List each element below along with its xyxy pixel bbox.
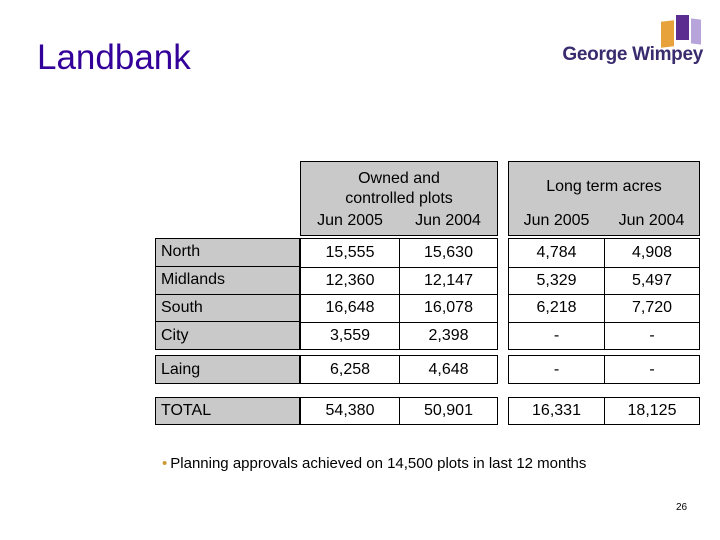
logo-wordmark: George Wimpey <box>562 44 703 65</box>
total-owned-values: 54,380 50,901 <box>300 397 498 425</box>
cell-midlands-owned-2005: 12,360 <box>301 266 399 295</box>
page-title: Landbank <box>37 38 191 77</box>
header-owned-jun2005: Jun 2005 <box>317 212 383 229</box>
cell-north-longterm-2005: 4,784 <box>536 243 577 261</box>
header-owned-controlled: Owned and controlled plots Jun 2005 Jun … <box>300 161 498 236</box>
region-label-column: North Midlands South City <box>155 238 300 350</box>
header-long-term-acres: Long term acres Jun 2005 Jun 2004 <box>508 161 700 236</box>
row-label-north: North <box>161 243 201 261</box>
cell-south-owned-2005: 16,648 <box>301 294 399 322</box>
laing-longterm-values: - - <box>508 355 700 384</box>
row-label-midlands: Midlands <box>156 265 299 294</box>
header-longterm-jun2004: Jun 2004 <box>618 212 685 229</box>
cell-midlands-longterm-2004: 5,497 <box>604 266 699 294</box>
logo-bar-purple <box>676 15 689 40</box>
cell-north-owned-2005: 15,555 <box>325 243 375 261</box>
cell-city-longterm-2005: - <box>509 321 604 350</box>
cell-city-owned-2005: 3,559 <box>301 321 399 350</box>
cell-total-longterm-2004: 18,125 <box>604 398 699 424</box>
cell-laing-longterm-2004: - <box>604 356 699 383</box>
cell-midlands-owned-2004: 12,147 <box>399 266 497 294</box>
header-longterm-jun2005: Jun 2005 <box>523 212 590 229</box>
laing-owned-values: 6,258 4,648 <box>300 355 498 384</box>
header-owned-jun2004: Jun 2004 <box>415 212 481 229</box>
row-label-laing: Laing <box>155 355 300 384</box>
cell-laing-owned-2005: 6,258 <box>329 360 371 378</box>
cell-south-owned-2004: 16,078 <box>399 294 497 322</box>
logo-bar-lavender <box>691 18 701 45</box>
cell-midlands-longterm-2005: 5,329 <box>509 266 604 295</box>
owned-values-block: 15,555 15,630 12,360 12,147 16,648 16,07… <box>300 238 498 350</box>
cell-city-longterm-2004: - <box>604 321 699 349</box>
cell-laing-owned-2004: 4,648 <box>399 356 497 383</box>
row-label-city: City <box>156 321 299 349</box>
cell-total-owned-2005: 54,380 <box>325 402 375 419</box>
cell-total-longterm-2005: 16,331 <box>532 402 581 419</box>
footnote: • Planning approvals achieved on 14,500 p… <box>162 455 586 472</box>
row-label-south: South <box>156 293 299 322</box>
cell-total-owned-2004: 50,901 <box>399 398 497 424</box>
footnote-text: Planning approvals achieved on 14,500 pl… <box>170 455 587 472</box>
bullet-icon: • <box>162 455 168 472</box>
cell-north-owned-2004: 15,630 <box>399 239 497 267</box>
header-owned-controlled-title: Owned and controlled plots <box>345 170 453 207</box>
header-long-term-title: Long term acres <box>546 178 662 195</box>
cell-north-longterm-2004: 4,908 <box>604 239 699 267</box>
header-owned-subcolumns: Jun 2005 Jun 2004 <box>301 212 497 230</box>
cell-city-owned-2004: 2,398 <box>399 321 497 349</box>
george-wimpey-logo-icon <box>661 14 703 48</box>
longterm-values-block: 4,784 4,908 5,329 5,497 6,218 7,720 - - <box>508 238 700 350</box>
row-label-total: TOTAL <box>155 397 300 425</box>
cell-south-longterm-2005: 6,218 <box>509 294 604 322</box>
cell-laing-longterm-2005: - <box>553 360 560 378</box>
cell-south-longterm-2004: 7,720 <box>604 294 699 322</box>
header-longterm-subcolumns: Jun 2005 Jun 2004 <box>509 212 699 230</box>
page-number: 26 <box>676 502 688 513</box>
total-longterm-values: 16,331 18,125 <box>508 397 700 425</box>
